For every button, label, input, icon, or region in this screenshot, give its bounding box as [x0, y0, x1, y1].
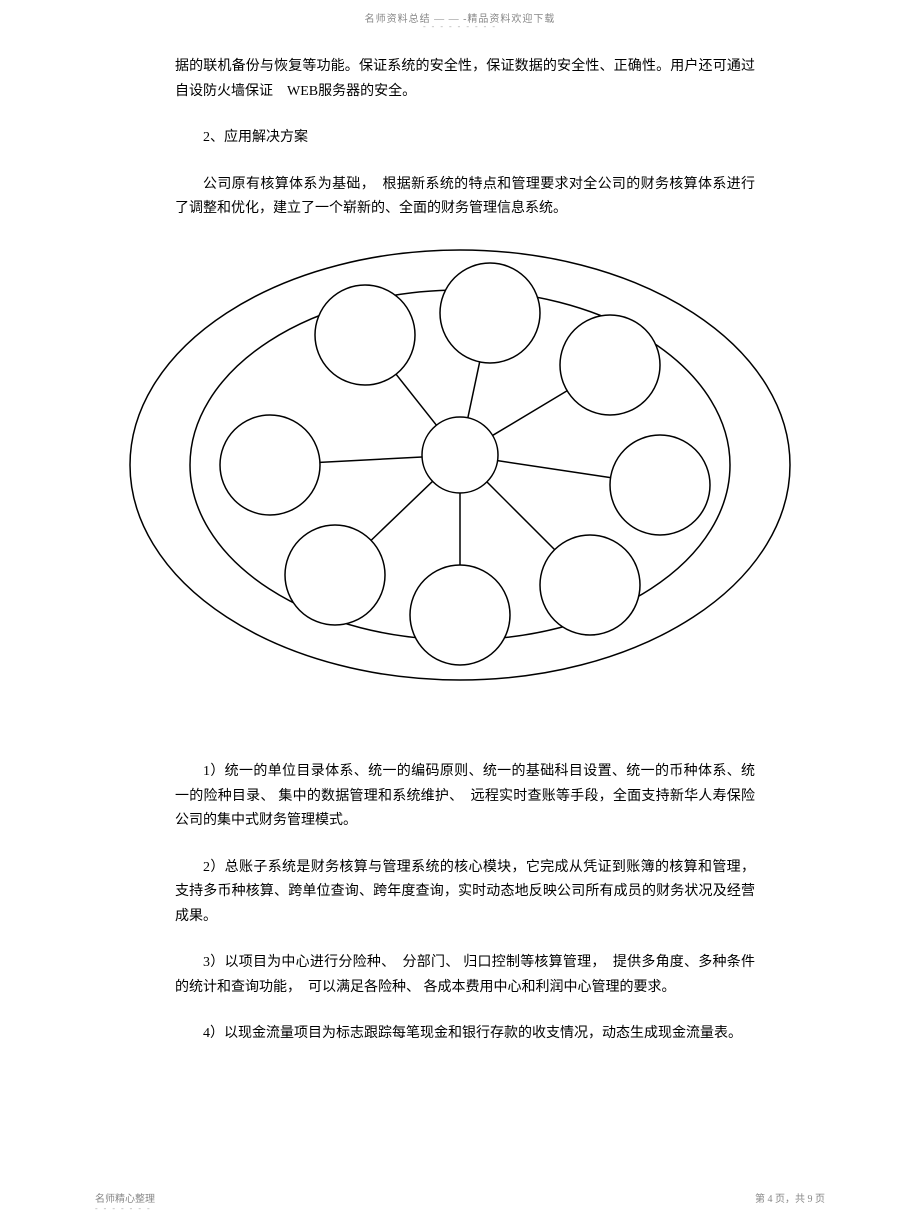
paragraph-4: 1）统一的单位目录体系、统一的编码原则、统一的基础科目设置、统一的币种体系、统一…	[175, 760, 755, 834]
section-title: 2、应用解决方案	[175, 126, 755, 151]
paragraph-7: 4）以现金流量项目为标志跟踪每笔现金和银行存款的收支情况，动态生成现金流量表。	[175, 1022, 755, 1047]
paragraph-6: 3）以项目为中心进行分险种、 分部门、 归口控制等核算管理， 提供多角度、多种条…	[175, 951, 755, 1000]
paragraph-3: 公司原有核算体系为基础， 根据新系统的特点和管理要求对全公司的财务核算体系进行了…	[175, 173, 755, 222]
content-upper: 据的联机备份与恢复等功能。保证系统的安全性，保证数据的安全性、正确性。用户还可通…	[175, 55, 755, 222]
footer-right: 第 4 页，共 9 页	[755, 1190, 825, 1205]
header-dashes: - - - - - - - - -	[423, 22, 497, 31]
footer-left-dashes: - - - - - - -	[95, 1204, 152, 1213]
footer-left: 名师精心整理	[95, 1190, 155, 1205]
content-lower: 1）统一的单位目录体系、统一的编码原则、统一的基础科目设置、统一的币种体系、统一…	[175, 760, 755, 1069]
paragraph-5: 2）总账子系统是财务核算与管理系统的核心模块，它完成从凭证到账簿的核算和管理，支…	[175, 856, 755, 930]
network-diagram	[120, 235, 800, 715]
paragraph-1: 据的联机备份与恢复等功能。保证系统的安全性，保证数据的安全性、正确性。用户还可通…	[175, 55, 755, 104]
